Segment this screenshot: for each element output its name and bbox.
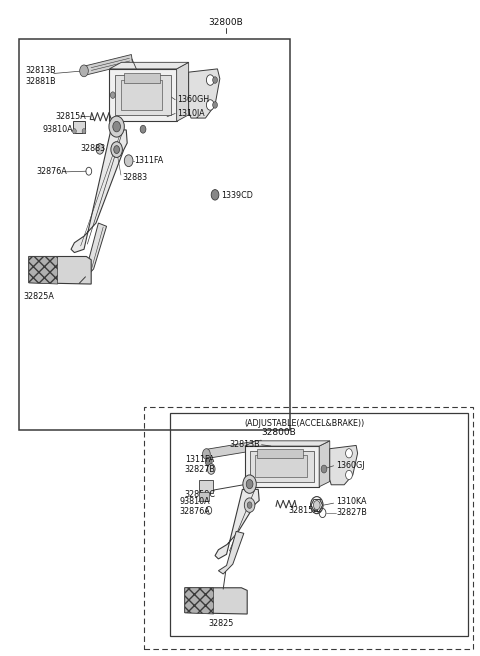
Text: 32815A: 32815A [288, 506, 319, 515]
Circle shape [140, 125, 146, 133]
Circle shape [244, 498, 255, 512]
Polygon shape [185, 588, 247, 614]
Circle shape [113, 121, 120, 132]
Circle shape [80, 65, 88, 77]
Bar [19, 39, 290, 430]
Text: 32813B: 32813B [25, 66, 56, 75]
Text: 32800B: 32800B [208, 18, 243, 28]
Text: 32881B: 32881B [25, 77, 56, 86]
Text: 1311FA: 1311FA [185, 455, 214, 464]
Text: 1360GJ: 1360GJ [336, 461, 364, 470]
Polygon shape [185, 588, 214, 614]
Text: 32883: 32883 [122, 173, 147, 182]
Bar [255, 455, 307, 477]
Circle shape [346, 470, 352, 480]
Bar [199, 480, 213, 493]
Polygon shape [71, 130, 127, 253]
Polygon shape [218, 531, 244, 574]
Polygon shape [29, 256, 58, 284]
Circle shape [321, 465, 327, 473]
Circle shape [211, 190, 219, 200]
Polygon shape [189, 69, 220, 118]
Circle shape [82, 129, 86, 134]
Polygon shape [245, 441, 330, 446]
Polygon shape [109, 62, 189, 69]
Text: 32827B: 32827B [336, 508, 367, 518]
Text: (ADJUSTABLE(ACCEL&BRAKE)): (ADJUSTABLE(ACCEL&BRAKE)) [245, 419, 365, 428]
Text: 32859C: 32859C [185, 490, 216, 499]
Bar [250, 451, 314, 482]
Circle shape [96, 144, 104, 154]
Text: 32815A: 32815A [55, 112, 86, 121]
Text: 32876A: 32876A [179, 507, 210, 516]
Text: 32800B: 32800B [261, 428, 296, 438]
Text: 93810A: 93810A [42, 125, 73, 134]
Polygon shape [330, 445, 358, 485]
Circle shape [110, 92, 115, 98]
Circle shape [206, 75, 214, 85]
Polygon shape [177, 62, 189, 121]
Polygon shape [319, 441, 330, 487]
Text: 1339CD: 1339CD [221, 191, 252, 200]
Text: 32813B: 32813B [229, 440, 260, 449]
Circle shape [313, 501, 320, 510]
Circle shape [72, 129, 76, 134]
Bar [257, 449, 303, 458]
Text: 1360GH: 1360GH [178, 95, 210, 104]
Circle shape [213, 102, 217, 108]
Circle shape [109, 116, 124, 137]
Circle shape [206, 100, 214, 110]
Circle shape [111, 142, 122, 157]
Bar [124, 73, 160, 83]
Circle shape [203, 449, 210, 459]
Circle shape [207, 464, 215, 474]
Text: 93810A: 93810A [179, 497, 210, 506]
Polygon shape [77, 223, 107, 282]
Bar [170, 413, 468, 636]
Bar [245, 446, 319, 487]
Polygon shape [206, 440, 262, 459]
Text: 32825A: 32825A [23, 292, 54, 301]
Polygon shape [29, 256, 91, 284]
Text: 1311FA: 1311FA [134, 155, 164, 165]
Text: 32883: 32883 [81, 144, 106, 154]
Bar [199, 492, 209, 501]
Bar [115, 75, 171, 115]
Circle shape [247, 502, 252, 508]
Circle shape [114, 146, 120, 154]
Text: 32825: 32825 [209, 619, 234, 628]
Circle shape [346, 449, 352, 458]
Bar [144, 407, 473, 649]
Polygon shape [215, 489, 259, 559]
Text: 32876A: 32876A [36, 167, 67, 176]
Text: 32827B: 32827B [185, 465, 216, 474]
Text: 1310JA: 1310JA [178, 109, 205, 118]
Bar [73, 121, 85, 133]
Polygon shape [84, 54, 132, 75]
Circle shape [213, 77, 217, 83]
Bar [121, 80, 162, 110]
Circle shape [246, 480, 253, 489]
Circle shape [124, 155, 133, 167]
Bar [109, 69, 177, 121]
Text: 1310KA: 1310KA [336, 497, 367, 506]
Circle shape [243, 475, 256, 493]
Circle shape [205, 457, 212, 466]
